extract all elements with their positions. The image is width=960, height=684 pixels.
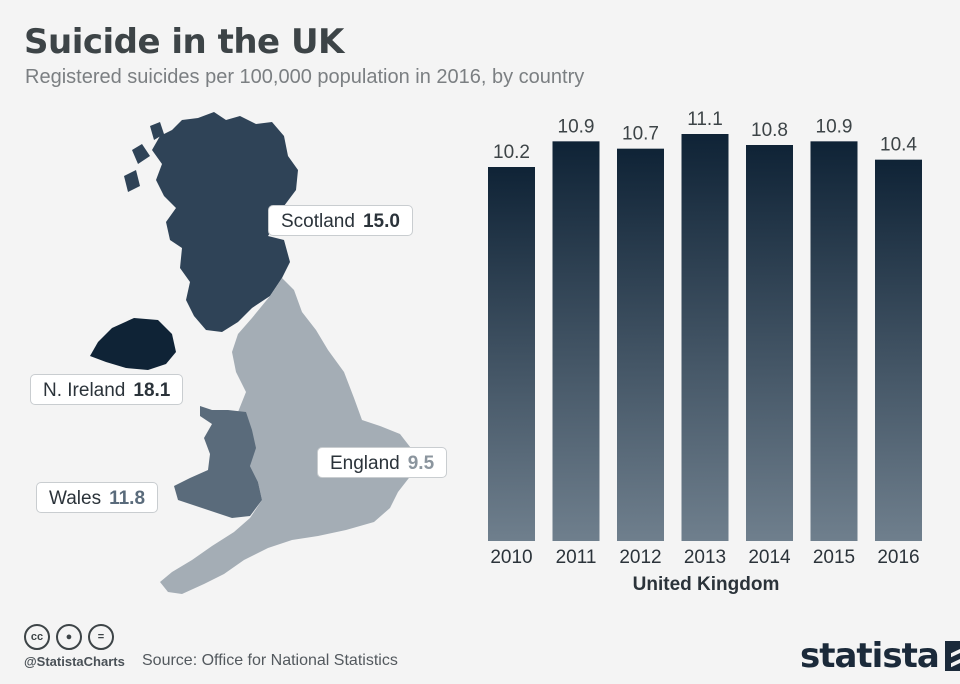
label-n-ireland: N. Ireland 18.1 (30, 374, 184, 405)
data-label-2013: 11.1 (687, 109, 723, 130)
license-icons: cc ● = (24, 624, 114, 650)
label-wales: Wales 11.8 (36, 482, 159, 513)
data-label-2016: 10.4 (880, 135, 917, 156)
data-label-2010: 10.2 (493, 142, 530, 163)
label-england-value: 9.5 (407, 453, 435, 474)
label-n-ireland-value: 18.1 (133, 380, 171, 401)
footer-handle: @StatistaCharts (24, 654, 125, 669)
label-england: England 9.5 (317, 447, 448, 478)
label-wales-value: 11.8 (109, 488, 146, 509)
x-tick-2014: 2014 (748, 547, 791, 568)
bar-2014 (746, 145, 793, 541)
bar-2012 (617, 148, 664, 541)
label-england-name: England (330, 453, 400, 474)
data-label-2012: 10.7 (622, 124, 659, 145)
bar-2015 (810, 141, 858, 542)
label-scotland-name: Scotland (281, 211, 355, 232)
statista-logo-text: statista (800, 636, 940, 676)
label-scotland: Scotland 15.0 (268, 205, 413, 236)
data-label-2011: 10.9 (558, 116, 595, 137)
nd-icon: = (88, 624, 114, 650)
bar-2016 (875, 159, 922, 541)
label-scotland-value: 15.0 (362, 211, 400, 232)
chart-title: Suicide in the UK (24, 22, 344, 62)
by-icon: ● (56, 624, 82, 650)
region-scotland (124, 112, 298, 332)
label-wales-name: Wales (49, 488, 102, 509)
bar-2011 (552, 141, 600, 542)
bar-2013 (681, 134, 729, 541)
x-tick-2015: 2015 (813, 547, 855, 568)
x-tick-2012: 2012 (619, 547, 661, 568)
statista-logo-icon (944, 641, 960, 671)
region-n-ireland (90, 318, 176, 370)
data-label-2014: 10.8 (751, 120, 788, 141)
region-england (160, 278, 414, 594)
footer-source: Source: Office for National Statistics (142, 652, 398, 669)
x-axis-label: United Kingdom (633, 574, 780, 595)
x-tick-2013: 2013 (684, 547, 726, 568)
label-n-ireland-name: N. Ireland (43, 380, 126, 401)
chart-subtitle: Registered suicides per 100,000 populati… (25, 66, 585, 88)
bar-2010 (488, 167, 535, 541)
x-tick-2016: 2016 (877, 547, 919, 568)
data-label-2015: 10.9 (816, 116, 853, 137)
statista-logo[interactable]: statista (800, 636, 960, 676)
x-tick-2010: 2010 (490, 547, 532, 568)
x-tick-2011: 2011 (556, 547, 597, 568)
cc-icon: cc (24, 624, 50, 650)
region-wales (174, 406, 262, 518)
